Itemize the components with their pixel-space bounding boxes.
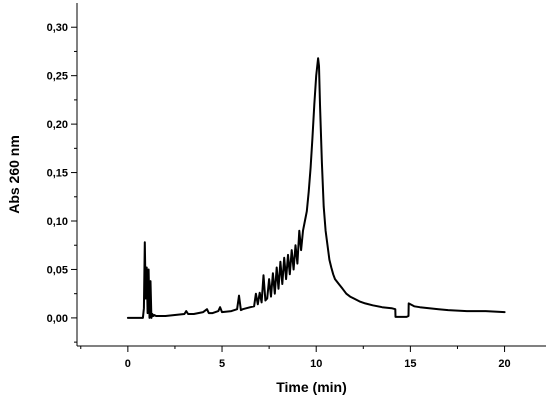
y-tick-label: 0,00 xyxy=(47,313,68,325)
x-tick-label: 0 xyxy=(125,358,131,370)
series-line xyxy=(126,57,506,319)
x-tick-label: 5 xyxy=(219,358,225,370)
y-tick-label: 0,15 xyxy=(47,168,68,180)
x-axis-ticks: 0 5 10 15 20 xyxy=(80,346,511,370)
axes xyxy=(76,3,546,347)
x-tick-label: 20 xyxy=(498,358,510,370)
y-tick-label: 0,10 xyxy=(47,216,68,228)
y-tick-label: 0,25 xyxy=(47,71,68,83)
y-tick-label: 0,05 xyxy=(47,264,68,276)
y-tick-label: 0,20 xyxy=(47,119,68,131)
x-tick-label: 10 xyxy=(310,358,322,370)
y-axis-title: Abs 260 nm xyxy=(6,135,22,214)
x-axis-title: Time (min) xyxy=(276,379,347,395)
x-tick-label: 15 xyxy=(404,358,416,370)
y-axis-ticks: 0,00 0,05 0,10 0,15 0,20 0,25 0,30 xyxy=(47,22,77,343)
y-tick-label: 0,30 xyxy=(47,22,68,34)
